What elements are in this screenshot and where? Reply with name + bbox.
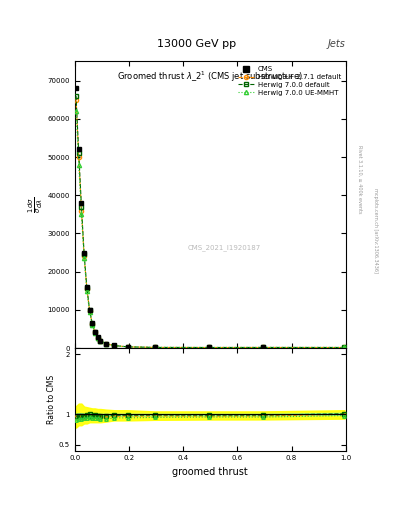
- Text: CMS_2021_I1920187: CMS_2021_I1920187: [187, 244, 261, 251]
- Y-axis label: $\frac{1}{\sigma}\frac{d\sigma}{d\lambda}$: $\frac{1}{\sigma}\frac{d\sigma}{d\lambda…: [26, 197, 44, 213]
- Y-axis label: Ratio to CMS: Ratio to CMS: [47, 375, 56, 424]
- Text: Rivet 3.1.10, ≥ 400k events: Rivet 3.1.10, ≥ 400k events: [357, 145, 362, 214]
- Text: Jets: Jets: [328, 38, 346, 49]
- Legend: CMS, Herwig++ 2.7.1 default, Herwig 7.0.0 default, Herwig 7.0.0 UE-MMHT: CMS, Herwig++ 2.7.1 default, Herwig 7.0.…: [236, 65, 342, 97]
- Text: Groomed thrust $\lambda\_2^1$ (CMS jet substructure): Groomed thrust $\lambda\_2^1$ (CMS jet s…: [118, 70, 303, 84]
- Text: 13000 GeV pp: 13000 GeV pp: [157, 38, 236, 49]
- X-axis label: groomed thrust: groomed thrust: [173, 467, 248, 477]
- Text: mcplots.cern.ch [arXiv:1306.3436]: mcplots.cern.ch [arXiv:1306.3436]: [373, 188, 378, 273]
